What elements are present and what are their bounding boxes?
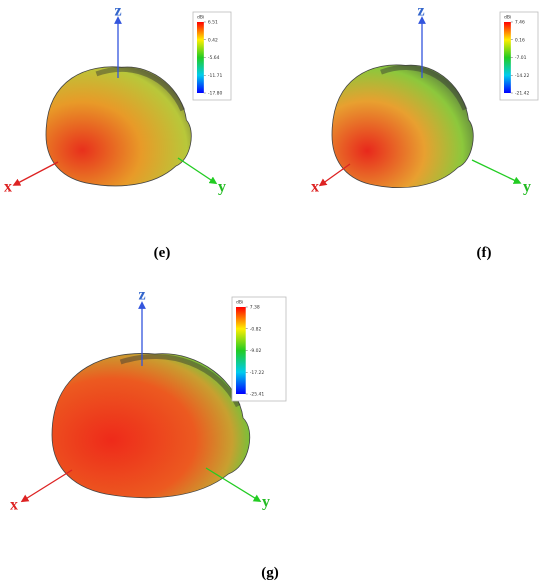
- panel: z x y dBi 7.46 0.16 -7.01 -14.22 -21.42 (f): [311, 3, 539, 261]
- colorbar-gradient: [504, 22, 511, 93]
- panel-caption: (f): [477, 245, 492, 261]
- colorbar-tick-label: -17.80: [208, 91, 223, 97]
- colorbar-tick-label: 0.16: [515, 37, 525, 43]
- colorbar-tick-label: -14.22: [515, 73, 530, 79]
- y-axis-label: y: [218, 179, 226, 196]
- radiation-pattern: [45, 66, 192, 187]
- colorbar-tick-label: -21.42: [515, 91, 530, 97]
- x-axis: [12, 161, 59, 186]
- mesh-shading: [380, 65, 468, 111]
- colorbar-tick-label: -9.02: [250, 348, 262, 354]
- mesh-shading: [95, 66, 186, 112]
- x-axis: [20, 469, 73, 503]
- y-axis: [205, 467, 262, 503]
- colorbar-gradient: [236, 307, 246, 394]
- colorbar-tick-label: -7.01: [515, 55, 527, 61]
- colorbar-tick-label: -11.71: [208, 73, 223, 79]
- mesh-shading: [119, 353, 241, 408]
- z-axis-label: z: [138, 287, 145, 304]
- panel: z x y dBi 7.38 -0.82 -9.02 -17.22 -25.41 (g): [10, 287, 287, 581]
- radiation-pattern: [51, 353, 251, 499]
- colorbar-tick-label: 0.42: [208, 37, 218, 43]
- panel: z x y dBi 6.51 0.42 -5.64 -11.71 -17.80 (e): [4, 3, 232, 261]
- radiation-pattern: [331, 64, 474, 188]
- y-axis: [471, 159, 522, 184]
- colorbar-tick-label: -25.41: [250, 392, 265, 398]
- x-axis-label: x: [4, 179, 12, 196]
- colorbar-tick-label: 7.46: [515, 20, 525, 26]
- y-axis-label: y: [523, 179, 531, 196]
- x-axis: [318, 163, 351, 187]
- x-axis-label: x: [10, 497, 18, 514]
- colorbar-tick-label: -17.22: [250, 370, 265, 376]
- panel-caption: (g): [261, 565, 279, 581]
- colorbar-tick-label: -0.82: [250, 326, 262, 332]
- colorbar-tick-label: 6.51: [208, 20, 218, 26]
- colorbar-tick-label: 7.38: [250, 305, 260, 311]
- z-axis-label: z: [114, 3, 121, 20]
- colorbar-tick-label: -5.64: [208, 55, 220, 61]
- colorbar-unit: dBi: [197, 15, 204, 21]
- y-axis: [177, 157, 218, 185]
- colorbar-unit: dBi: [504, 15, 511, 21]
- y-axis-label: y: [262, 494, 270, 511]
- colorbar-unit: dBi: [236, 300, 243, 306]
- colorbar-gradient: [197, 22, 204, 93]
- x-axis-label: x: [311, 179, 319, 196]
- z-axis-label: z: [417, 3, 424, 20]
- panel-caption: (e): [154, 245, 171, 261]
